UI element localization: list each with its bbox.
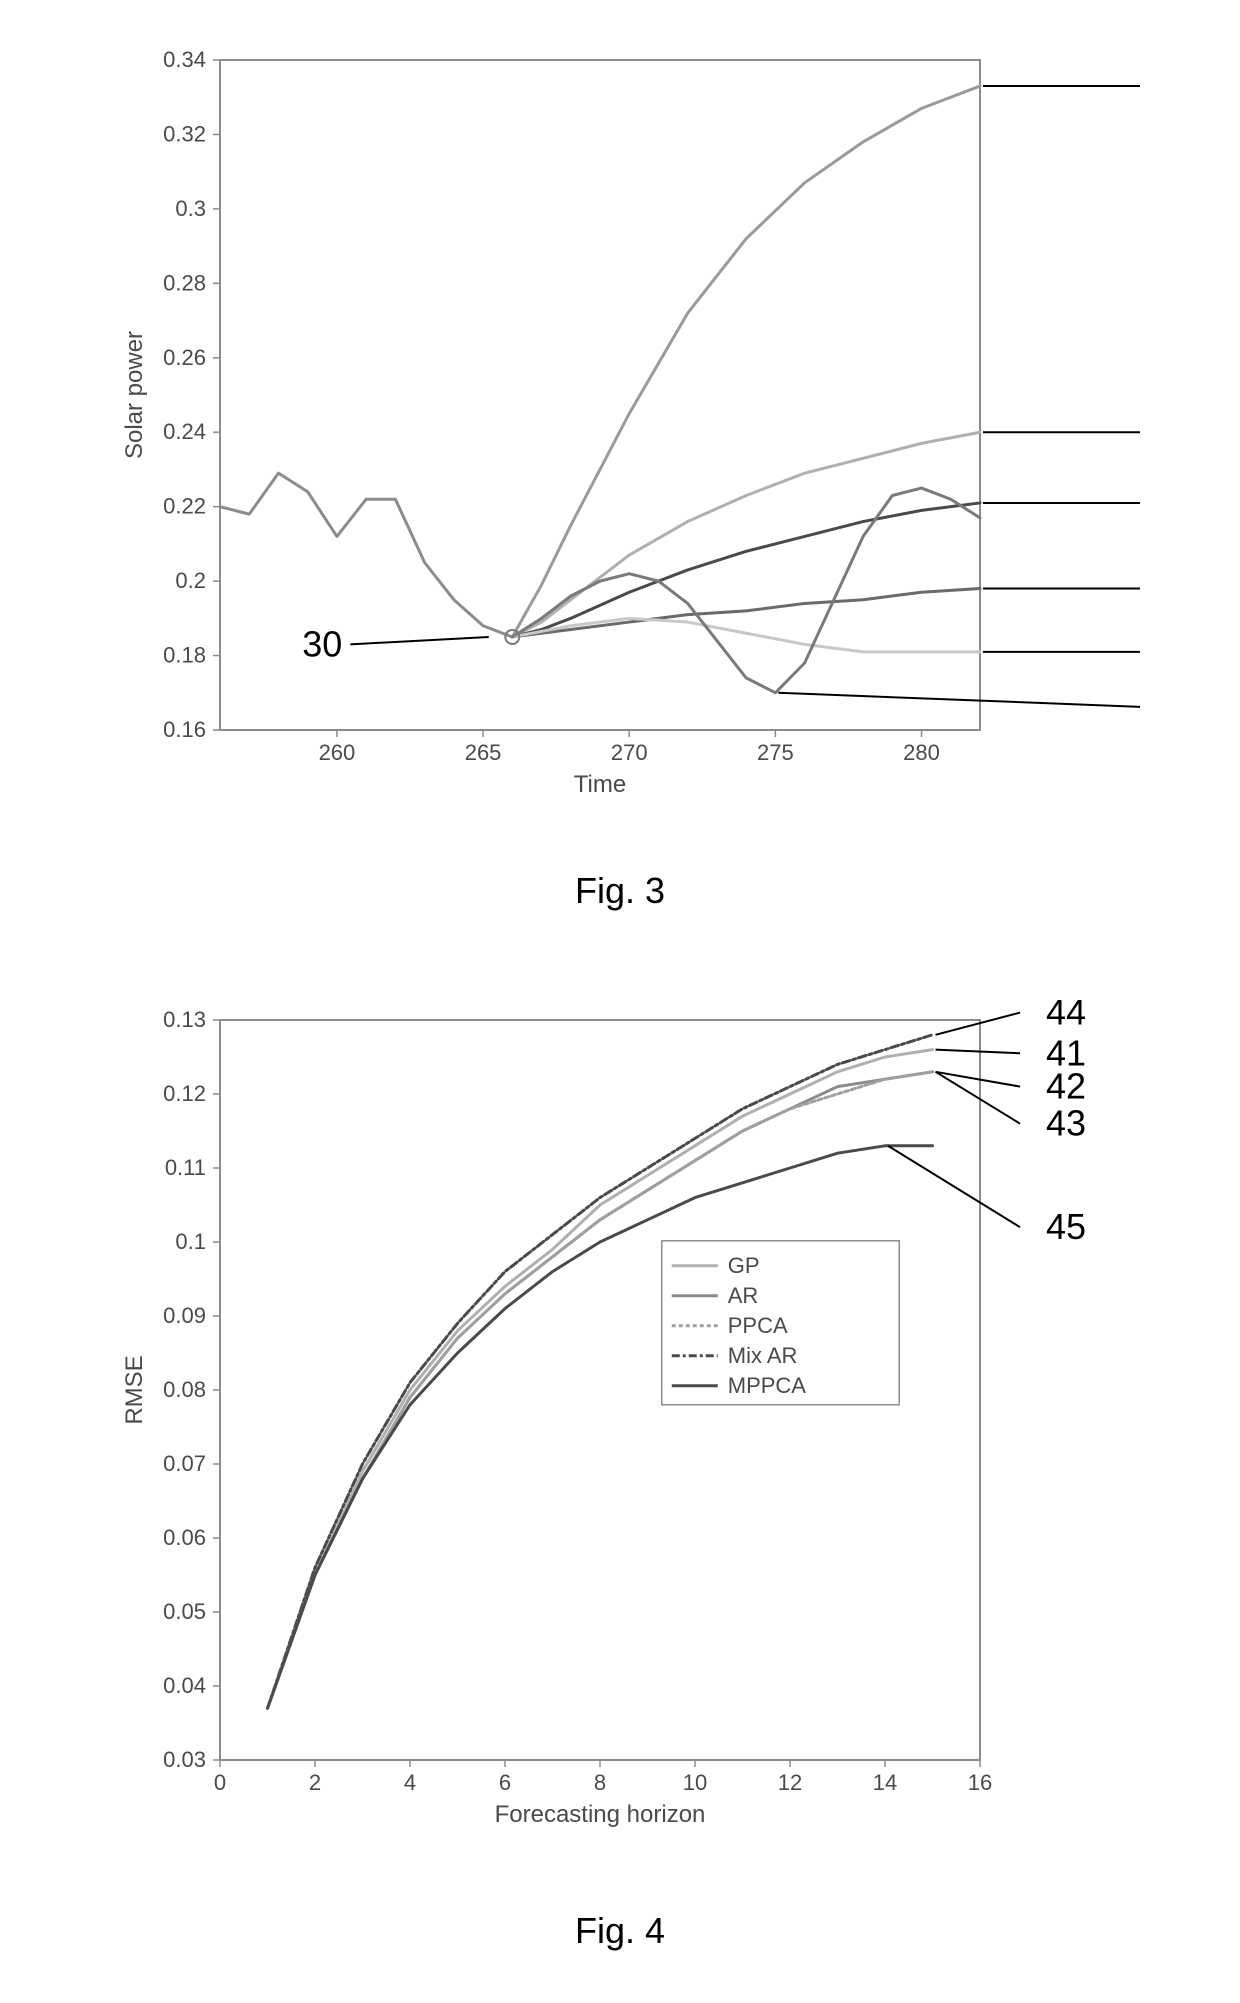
svg-text:0.07: 0.07 bbox=[163, 1451, 206, 1476]
svg-text:0.1: 0.1 bbox=[175, 1229, 206, 1254]
chart-3-svg: 260 265 270 275 280 0.16 0.18 0.2 0.22 0.24 0.26 0.… bbox=[100, 40, 1140, 820]
svg-text:10: 10 bbox=[683, 1770, 707, 1795]
legend-label: MPPCA bbox=[728, 1373, 807, 1398]
svg-text:0.06: 0.06 bbox=[163, 1525, 206, 1550]
svg-text:0.34: 0.34 bbox=[163, 47, 206, 72]
svg-text:2: 2 bbox=[309, 1770, 321, 1795]
svg-text:0.05: 0.05 bbox=[163, 1599, 206, 1624]
page: 2602652702752800.160.180.20.220.240.260.… bbox=[0, 0, 1240, 2003]
svg-text:0.04: 0.04 bbox=[163, 1673, 206, 1698]
svg-text:14: 14 bbox=[873, 1770, 897, 1795]
legend-label: GP bbox=[728, 1253, 760, 1278]
figure-4: 0 2 4 6 8 10 12 14 16 0.03 0.04 0.05 0.06 0.07 0.08 0.0… bbox=[100, 1000, 1140, 1860]
figure-3-caption: Fig. 3 bbox=[0, 870, 1240, 912]
svg-text:0.08: 0.08 bbox=[163, 1377, 206, 1402]
svg-text:265: 265 bbox=[465, 740, 502, 765]
svg-text:Solar power: Solar power bbox=[121, 331, 148, 459]
legend-label: PPCA bbox=[728, 1313, 788, 1338]
svg-text:0.03: 0.03 bbox=[163, 1747, 206, 1772]
annotation-44: 44 bbox=[1046, 1000, 1086, 1033]
svg-text:0.3: 0.3 bbox=[175, 196, 206, 221]
svg-text:270: 270 bbox=[611, 740, 648, 765]
svg-text:0.22: 0.22 bbox=[163, 494, 206, 519]
svg-text:0: 0 bbox=[214, 1770, 226, 1795]
svg-text:6: 6 bbox=[499, 1770, 511, 1795]
figure-3: 260 265 270 275 280 0.16 0.18 0.2 0.22 0.24 0.26 0.… bbox=[100, 40, 1140, 820]
svg-text:4: 4 bbox=[404, 1770, 416, 1795]
annotation-43: 43 bbox=[1046, 1103, 1086, 1144]
svg-text:0.18: 0.18 bbox=[163, 643, 206, 668]
svg-text:275: 275 bbox=[757, 740, 794, 765]
svg-text:RMSE: RMSE bbox=[121, 1355, 148, 1424]
legend-label: AR bbox=[728, 1283, 759, 1308]
svg-text:0.09: 0.09 bbox=[163, 1303, 206, 1328]
svg-text:0.24: 0.24 bbox=[163, 419, 206, 444]
svg-text:0.32: 0.32 bbox=[163, 121, 206, 146]
legend-label: Mix AR bbox=[728, 1343, 798, 1368]
svg-text:280: 280 bbox=[903, 740, 940, 765]
svg-text:0.2: 0.2 bbox=[175, 568, 206, 593]
svg-text:0.26: 0.26 bbox=[163, 345, 206, 370]
svg-text:0.11: 0.11 bbox=[165, 1155, 206, 1180]
svg-text:0.28: 0.28 bbox=[163, 270, 206, 295]
svg-text:0.12: 0.12 bbox=[163, 1081, 206, 1106]
figure-4-caption: Fig. 4 bbox=[0, 1910, 1240, 1952]
annotation-45: 45 bbox=[1046, 1206, 1086, 1247]
chart-4-svg: 0 2 4 6 8 10 12 14 16 0.03 0.04 0.05 0.06 0.07 0.08 0.0… bbox=[100, 1000, 1140, 1860]
svg-text:0.13: 0.13 bbox=[163, 1007, 206, 1032]
svg-text:12: 12 bbox=[778, 1770, 802, 1795]
svg-text:0.16: 0.16 bbox=[163, 717, 206, 742]
svg-text:16: 16 bbox=[968, 1770, 992, 1795]
annotation-42: 42 bbox=[1046, 1066, 1086, 1107]
svg-text:Time: Time bbox=[574, 771, 626, 798]
svg-text:8: 8 bbox=[594, 1770, 606, 1795]
svg-text:Forecasting horizon: Forecasting horizon bbox=[495, 1801, 706, 1828]
annotation-30: 30 bbox=[302, 623, 342, 664]
svg-text:260: 260 bbox=[319, 740, 356, 765]
